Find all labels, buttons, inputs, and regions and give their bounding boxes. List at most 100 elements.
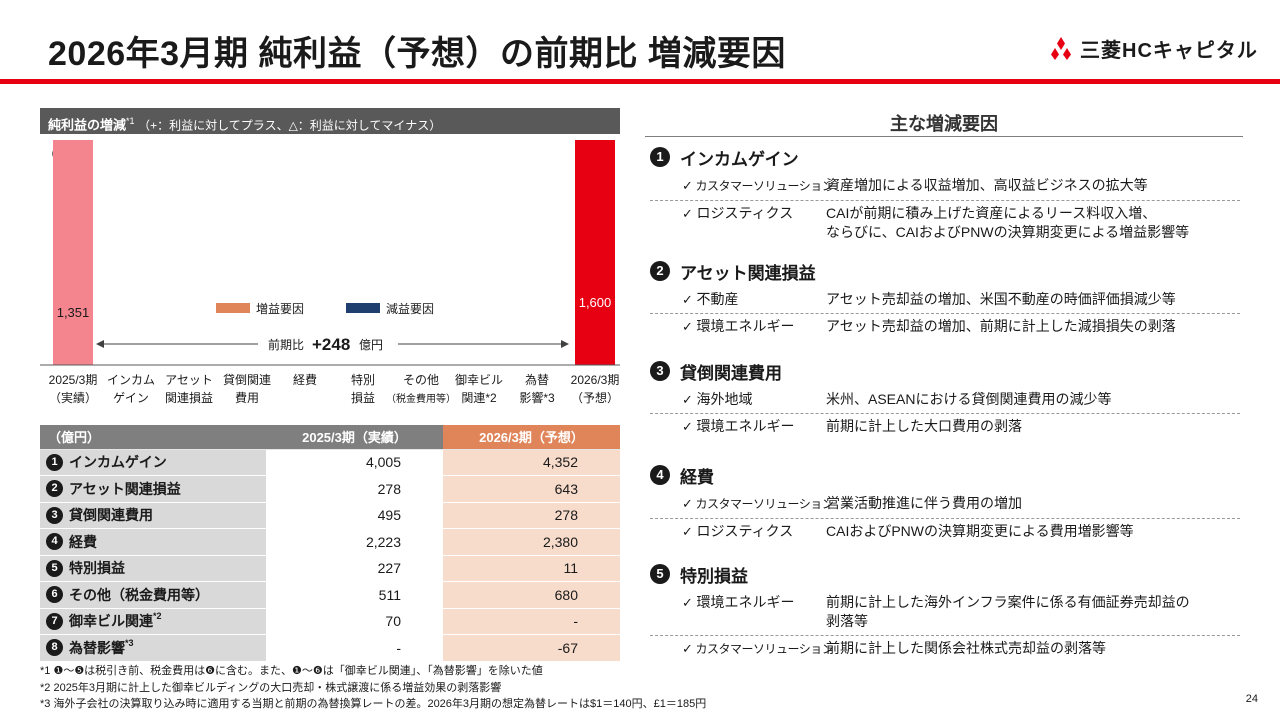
table-cell-item: 7 御幸ビル関連*2: [40, 607, 266, 635]
factor-description: アセット売却益の増加、米国不動産の時価評価損減少等: [826, 291, 1176, 307]
table-cell-item: 6 その他（税金費用等）: [40, 581, 266, 609]
factor-description: アセット売却益の増加、前期に計上した減損損失の剥落: [826, 318, 1176, 334]
category-label-4-line1: 経費: [293, 372, 317, 387]
table-cell-item: 5 特別損益: [40, 554, 266, 582]
row-number-badge: 3: [46, 506, 63, 524]
factor-segment: ✓ 不動産: [650, 290, 826, 309]
table-cell-item: 1 インカムゲイン: [40, 448, 266, 476]
table-row: 6 その他（税金費用等） 511 680: [40, 581, 620, 609]
factor-segment-name: カスタマーソリューション: [695, 179, 834, 193]
factor-segment: ✓ ロジスティクス: [650, 204, 826, 242]
factor-number-badge: 5: [650, 564, 670, 584]
factor-row: ✓ カスタマーソリューション 営業活動推進に伴う費用の増加: [650, 491, 1240, 519]
checkmark-icon: ✓: [682, 595, 697, 610]
factor-row: ✓ ロジスティクス CAIおよびPNWの決算期変更による費用増影響等: [650, 519, 1240, 545]
footnotes: *1 ❶～❺は税引き前、税金費用は❻に含む。また、❶～❻は「御幸ビル関連」、「為…: [40, 663, 706, 713]
category-label-8-line1: 為替: [525, 373, 549, 387]
row-number-badge: 4: [46, 533, 63, 551]
factor-rows: ✓ 不動産 アセット売却益の増加、米国不動産の時価評価損減少等 ✓ 環境エネルギーア…: [650, 287, 1240, 340]
factor-segment: ✓ カスタマーソリューション: [650, 176, 834, 196]
category-label-0-line1: 2025/3期: [49, 373, 98, 387]
category-label-7-line2: 関連*2: [461, 391, 497, 405]
table-header-fy2025: 2025/3期（実績）: [266, 425, 443, 449]
section-header: 純利益の増減*1 （+：利益に対してプラス、△：利益に対してマイナス）: [40, 108, 620, 134]
table-cell-fy2026: 680: [443, 581, 620, 609]
factor-number-badge: 4: [650, 465, 670, 485]
legend-decrease-swatch: [346, 303, 380, 313]
table-cell-fy2025: -: [266, 634, 443, 662]
category-label-2-line2: 関連損益: [165, 390, 213, 405]
factor-description: 前期に計上した海外インフラ案件に係る有価証券売却益の 剥落等: [826, 594, 1190, 629]
row-footnote-marker: *3: [125, 637, 134, 648]
table-cell-fy2025: 2,223: [266, 528, 443, 556]
footnote-1: *1 ❶～❺は税引き前、税金費用は❻に含む。また、❶～❻は「御幸ビル関連」、「為…: [40, 665, 543, 677]
category-label-9-line1: 2026/3期: [571, 373, 620, 387]
table-cell-fy2026: -: [443, 607, 620, 635]
factor-segment-name: 海外地域: [696, 391, 753, 407]
factor-description: 営業活動推進に伴う費用の増加: [826, 495, 1022, 511]
table-cell-fy2025: 70: [266, 607, 443, 635]
yoy-prefix: 前期比: [268, 337, 304, 352]
category-label-8-line2: 影響*3: [519, 390, 555, 405]
factor-description: CAIが前期に積み上げた資産によるリース料収入増、 ならびに、CAIおよびPNW…: [826, 205, 1190, 240]
bar-start: [53, 140, 93, 365]
section-title: 純利益の増減: [48, 117, 127, 133]
row-number-badge: 5: [46, 559, 63, 577]
factor-row: ✓ ロジスティクス CAIが前期に積み上げた資産によるリース料収入増、 ならびに、…: [650, 201, 1240, 246]
row-label: 経費: [69, 533, 97, 550]
table-row: 5 特別損益 227 11: [40, 554, 620, 582]
factor-heading: 1 インカムゲイン: [650, 145, 1240, 169]
row-label: アセット関連損益: [69, 480, 181, 497]
category-label-1-line1: インカム: [107, 373, 155, 387]
yoy-arrow-right-head: [561, 340, 569, 348]
factor-item: 2 アセット関連損益 ✓ 不動産 アセット売却益の増加、米国不動産の時価評価損減少等 ✓…: [650, 259, 1240, 340]
table-row: 3 貸倒関連費用 495 278: [40, 501, 620, 529]
checkmark-icon: ✓: [682, 496, 696, 511]
factor-segment: ✓ 環境エネルギー: [650, 317, 826, 336]
row-number-badge: 1: [46, 453, 63, 471]
table-cell-fy2026: 4,352: [443, 448, 620, 476]
company-logo: 三菱HCキャピタル: [1048, 34, 1258, 63]
table-cell-item: 3 貸倒関連費用: [40, 501, 266, 529]
factor-segment: ✓ カスタマーソリューション: [650, 494, 834, 514]
factor-description: 資産増加による収益増加、高収益ビジネスの拡大等: [826, 177, 1148, 193]
factor-item: 5 特別損益 ✓ 環境エネルギー 前期に計上した海外インフラ案件に係る有価証券売却益の…: [650, 562, 1240, 663]
table-cell-fy2025: 278: [266, 475, 443, 503]
table-cell-item: 8 為替影響*3: [40, 634, 266, 662]
factor-title: インカムゲイン: [680, 149, 799, 169]
checkmark-icon: ✓: [682, 524, 697, 539]
factors-title-rule: [645, 136, 1243, 137]
bar-end: [575, 140, 615, 365]
table-row: 2 アセット関連損益 278 643: [40, 475, 620, 503]
factor-segment-name: 環境エネルギー: [696, 318, 795, 334]
table-cell-fy2026: 278: [443, 501, 620, 529]
row-number-badge: 2: [46, 480, 63, 498]
factor-segment: ✓ 海外地域: [650, 390, 826, 409]
table-cell-item: 4 経費: [40, 528, 266, 556]
checkmark-icon: ✓: [682, 419, 697, 434]
factor-rows: ✓ 海外地域 米州、ASEANにおける貸倒関連費用の減少等 ✓ 環境エネルギー 前期に…: [650, 387, 1240, 440]
row-label: インカムゲイン: [69, 454, 167, 471]
factor-rows: ✓ カスタマーソリューション 資産増加による収益増加、高収益ビジネスの拡大等 ✓ ロ…: [650, 173, 1240, 246]
table-row: 8 為替影響*3 - -67: [40, 634, 620, 662]
category-label-6-line1: その他: [403, 373, 439, 387]
table-row: 1 インカムゲイン 4,005 4,352: [40, 448, 620, 476]
header-rule: [0, 79, 1280, 84]
table-cell-fy2026: 643: [443, 475, 620, 503]
yoy-suffix: 億円: [359, 338, 383, 352]
category-label-3-line2: 費用: [235, 390, 259, 405]
checkmark-icon: ✓: [682, 292, 697, 307]
row-label: 為替影響: [69, 639, 125, 656]
checkmark-icon: ✓: [682, 641, 696, 656]
category-label-2-line1: アセット: [165, 373, 213, 387]
row-label: 御幸ビル関連: [69, 613, 153, 630]
bar-end-value: 1,600: [579, 295, 612, 310]
category-label-3-line1: 貸倒関連: [223, 372, 271, 387]
bar-start-value: 1,351: [57, 305, 90, 320]
row-number-badge: 6: [46, 586, 63, 604]
table-cell-fy2026: 2,380: [443, 528, 620, 556]
factor-row: ✓ 海外地域 米州、ASEANにおける貸倒関連費用の減少等: [650, 387, 1240, 414]
table-header-unit: （億円）: [40, 425, 266, 449]
category-label-0-line2: （実績）: [49, 390, 97, 405]
row-number-badge: 7: [46, 612, 63, 630]
